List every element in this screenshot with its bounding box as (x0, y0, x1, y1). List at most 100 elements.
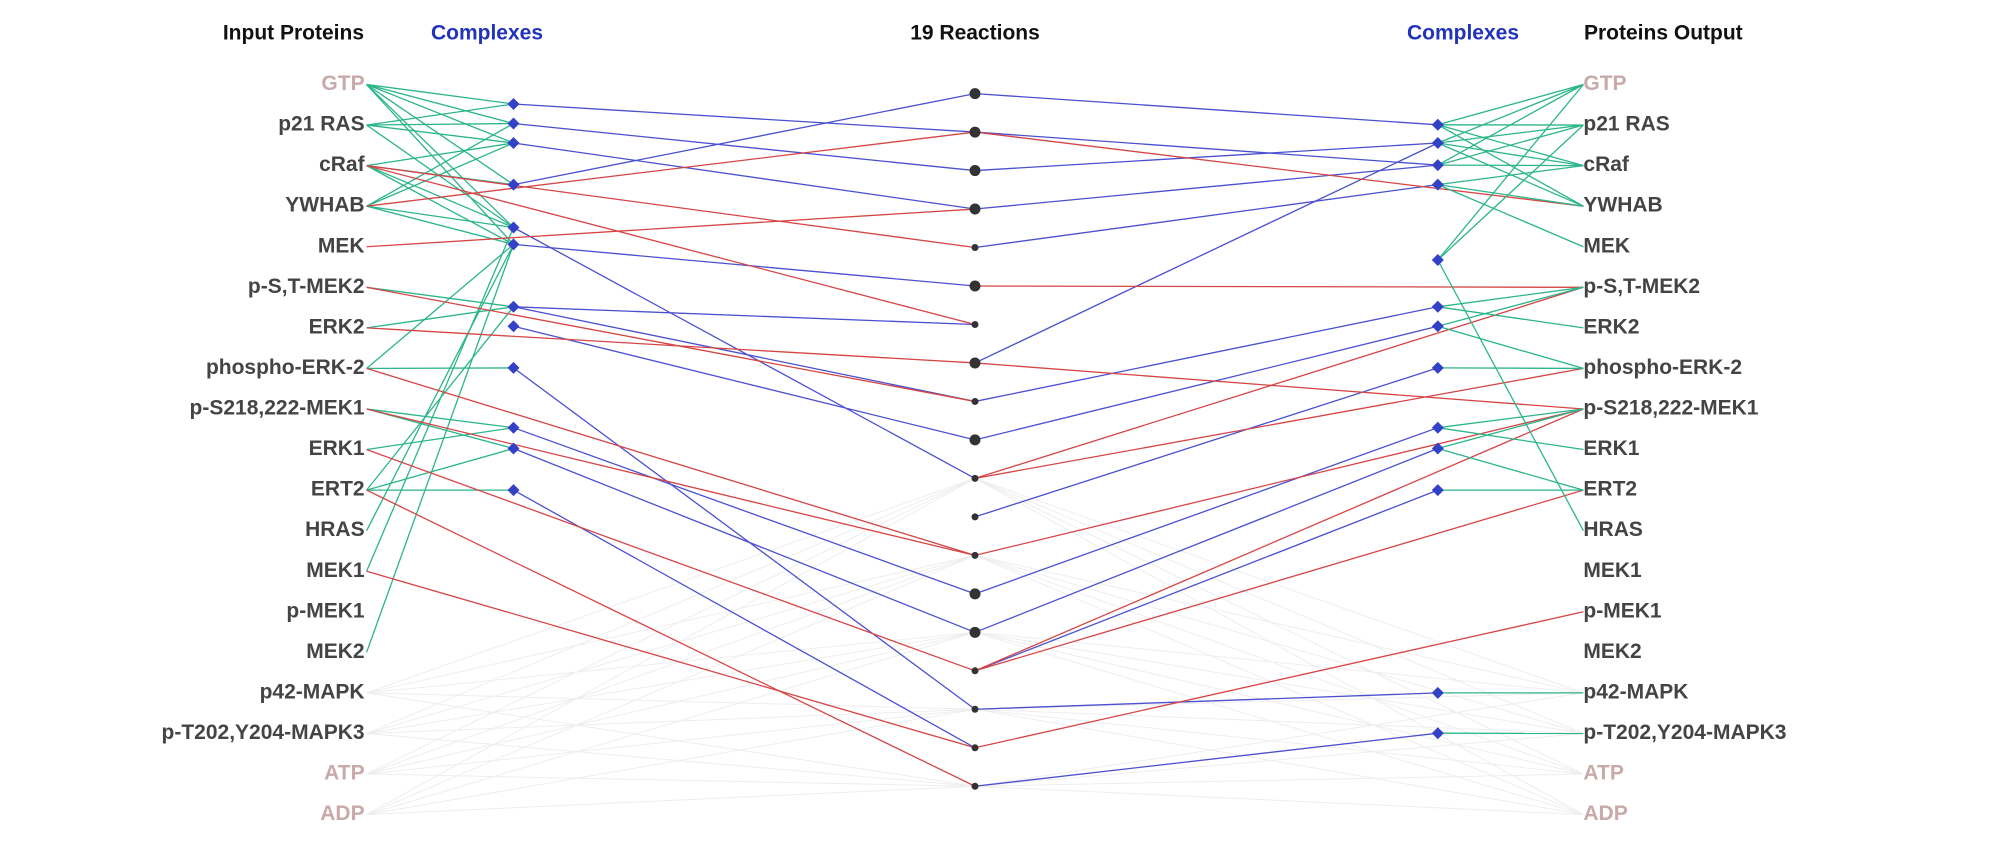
edge (366, 244, 515, 531)
nodes (507, 88, 1444, 790)
edge (974, 447, 1439, 633)
edge (1437, 83, 1584, 144)
edge (366, 427, 514, 451)
edge (1437, 184, 1584, 248)
input-protein: MEK1 (306, 559, 365, 582)
edge (974, 489, 1584, 672)
edge (974, 732, 1438, 787)
input-protein: ATP (324, 762, 364, 785)
edge (513, 489, 976, 749)
edge (1437, 124, 1584, 166)
edge (974, 477, 1584, 816)
input-protein: p-S,T-MEK2 (248, 275, 365, 298)
edge (366, 83, 514, 144)
edge (974, 164, 1438, 210)
edge (366, 692, 976, 787)
input-protein: ERT2 (311, 478, 365, 501)
complex-node (1431, 727, 1444, 740)
input-protein: p-T202,Y204-MAPK3 (162, 721, 365, 744)
edge (1437, 286, 1584, 308)
complexes-header: Complexes (1407, 22, 1519, 45)
edge (366, 708, 976, 816)
edge (366, 408, 514, 450)
output-protein: MEK1 (1583, 559, 1642, 582)
complex-node (507, 361, 520, 374)
input-protein: p42-MAPK (260, 680, 365, 703)
complex-node (1431, 137, 1444, 149)
complex-node (1431, 484, 1444, 497)
output-protein: cRaf (1583, 153, 1630, 176)
reaction-node (971, 320, 979, 328)
output-protein: ADP (1583, 802, 1627, 825)
reaction-node (969, 203, 981, 215)
complex-node (507, 320, 520, 333)
edge (974, 131, 1584, 207)
edge (1437, 84, 1584, 261)
reaction-node (971, 397, 979, 405)
edge (974, 732, 1584, 787)
reaction-node (971, 782, 979, 790)
reaction-node (969, 280, 981, 292)
input-protein: p-S218,222-MEK1 (190, 397, 365, 420)
edge (366, 447, 514, 491)
edge (1437, 259, 1584, 531)
output-protein: p42-MAPK (1583, 680, 1688, 703)
output-protein: ATP (1583, 762, 1623, 785)
reaction-node (971, 667, 979, 675)
edge (513, 306, 976, 403)
complex-node (1431, 178, 1444, 191)
edge (1437, 124, 1584, 261)
edge (1437, 408, 1584, 429)
edge (1437, 124, 1584, 144)
edge (1437, 408, 1584, 450)
edge (974, 611, 1584, 749)
edge (1437, 83, 1584, 126)
edge (974, 631, 1584, 734)
complex-node (1431, 118, 1444, 131)
edge (366, 773, 976, 787)
output-protein: ERT2 (1583, 478, 1637, 501)
output-protein: p-S,T-MEK2 (1583, 275, 1700, 298)
edge (366, 489, 976, 787)
edge (366, 164, 976, 326)
complex-node (507, 117, 520, 130)
edge (974, 477, 1584, 734)
edge (366, 84, 514, 228)
reaction-node (971, 705, 979, 713)
edge (974, 285, 1584, 288)
edge (366, 631, 976, 775)
reaction-node (969, 88, 981, 100)
edge (366, 554, 976, 694)
edge (366, 165, 514, 245)
edge (974, 367, 1438, 518)
edge (366, 83, 514, 125)
reaction-node (969, 434, 981, 446)
edge (366, 131, 976, 207)
edge (974, 408, 1584, 556)
output-protein: MEK (1583, 234, 1630, 257)
edge (974, 631, 1584, 775)
edge (366, 631, 976, 734)
reactions-header: 19 Reactions (910, 22, 1040, 45)
edge (513, 92, 976, 186)
complex-node (1431, 159, 1444, 172)
input-protein: cRaf (319, 153, 366, 176)
complex-node (1431, 442, 1444, 455)
complex-node (507, 484, 520, 497)
edge (1437, 164, 1584, 167)
output-protein: YWHAB (1583, 194, 1662, 217)
input-protein: MEK2 (306, 640, 364, 663)
complex-node (1431, 421, 1444, 434)
edge (366, 142, 514, 207)
output-protein: HRAS (1583, 518, 1643, 541)
edge (513, 306, 976, 326)
output-protein: p-T202,Y204-MAPK3 (1583, 721, 1786, 744)
edge (366, 408, 976, 556)
edge (366, 367, 514, 370)
edge (366, 708, 976, 734)
reaction-node (969, 126, 981, 138)
edge (366, 205, 514, 246)
reaction-node (969, 357, 981, 369)
edge (366, 477, 976, 775)
